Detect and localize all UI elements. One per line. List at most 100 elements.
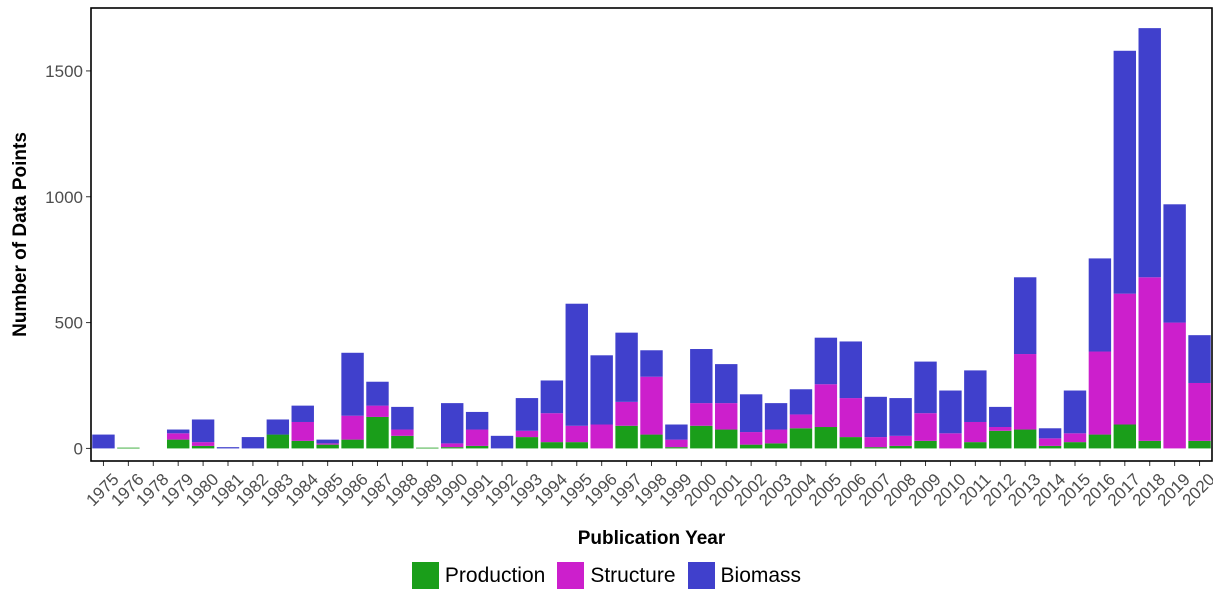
- bar-biomass-1994: [540, 380, 564, 414]
- bar-structure-1984: [291, 421, 314, 441]
- bar-production-1994: [540, 442, 564, 449]
- bar-structure-1986: [341, 415, 364, 440]
- x-axis: 1975197619781979198019811982198319841985…: [83, 461, 1213, 510]
- bar-structure-1991: [465, 429, 489, 446]
- bar-production-2016: [1088, 434, 1112, 449]
- bar-production-2014: [1038, 445, 1062, 449]
- bar-structure-1996: [590, 424, 613, 449]
- bar-biomass-2006: [839, 341, 862, 399]
- bar-structure-2019: [1163, 322, 1186, 449]
- bar-production-2006: [839, 437, 862, 449]
- bar-biomass-2019: [1163, 204, 1186, 323]
- bar-biomass-2013: [1013, 277, 1037, 355]
- bar-structure-2008: [889, 435, 912, 446]
- bar-biomass-2020: [1188, 335, 1211, 383]
- bar-biomass-1980: [191, 419, 215, 443]
- bar-structure-1979: [166, 433, 190, 440]
- bar-biomass-2004: [789, 389, 813, 415]
- bar-production-2012: [989, 430, 1012, 449]
- legend-label: Structure: [590, 563, 676, 587]
- bar-biomass-1990: [441, 403, 464, 444]
- bar-structure-2017: [1113, 293, 1137, 425]
- bar-production-1984: [291, 440, 314, 449]
- bar-biomass-1998: [640, 350, 663, 377]
- bar-biomass-1999: [665, 424, 688, 440]
- bar-structure-1994: [540, 413, 564, 443]
- bar-structure-2011: [964, 421, 987, 443]
- bar-structure-2004: [789, 414, 813, 429]
- bar-biomass-2002: [739, 394, 763, 433]
- bar-structure-2010: [939, 433, 962, 449]
- bar-structure-2016: [1088, 351, 1112, 435]
- bar-structure-1987: [366, 405, 389, 417]
- bar-production-2000: [690, 425, 713, 449]
- bar-biomass-1988: [391, 406, 414, 430]
- bar-structure-1997: [615, 401, 638, 426]
- x-axis-title: Publication Year: [578, 528, 726, 549]
- bar-production-1979: [166, 439, 190, 449]
- bar-biomass-2018: [1138, 28, 1161, 278]
- bar-production-1993: [515, 437, 539, 449]
- bar-production-2002: [739, 444, 763, 449]
- bar-structure-2009: [914, 413, 937, 441]
- bar-structure-1995: [565, 425, 588, 443]
- bar-biomass-1991: [465, 411, 489, 430]
- bar-biomass-1993: [515, 398, 539, 431]
- legend-item-biomass: Biomass: [687, 562, 801, 589]
- legend-swatch: [557, 562, 585, 589]
- bar-production-1983: [266, 434, 290, 449]
- bar-structure-2020: [1188, 382, 1211, 441]
- bar-structure-1985: [316, 443, 339, 445]
- bar-biomass-1986: [341, 352, 364, 416]
- bar-biomass-2007: [864, 396, 887, 438]
- legend-item-structure: Structure: [557, 562, 676, 589]
- bar-production-2020: [1188, 440, 1211, 449]
- bar-biomass-2003: [764, 403, 788, 430]
- bar-biomass-1983: [266, 419, 290, 435]
- bar-structure-1988: [391, 429, 414, 436]
- bar-structure-2014: [1038, 438, 1062, 446]
- bar-biomass-2015: [1063, 390, 1087, 434]
- bar-structure-2018: [1138, 277, 1161, 441]
- bar-biomass-1982: [241, 437, 265, 449]
- bar-structure-2003: [764, 429, 788, 444]
- bar-production-2001: [715, 429, 738, 449]
- bar-production-1989: [416, 447, 439, 449]
- bar-biomass-1997: [615, 332, 638, 402]
- bar-production-2011: [964, 442, 987, 449]
- bar-production-2017: [1113, 424, 1137, 449]
- bar-production-1986: [341, 439, 364, 449]
- bar-structure-2006: [839, 398, 862, 438]
- bar-production-2003: [764, 443, 788, 449]
- bar-structure-2005: [814, 384, 838, 428]
- bar-production-1980: [191, 445, 215, 449]
- bar-structure-2013: [1013, 354, 1037, 430]
- legend-item-production: Production: [411, 562, 545, 589]
- bar-biomass-1975: [92, 434, 115, 449]
- bar-production-2015: [1063, 442, 1087, 449]
- bar-structure-2001: [715, 403, 738, 430]
- bar-biomass-1979: [166, 429, 190, 434]
- bar-biomass-1996: [590, 355, 613, 425]
- y-tick-label: 1000: [45, 188, 83, 207]
- bar-biomass-1981: [216, 447, 240, 449]
- bar-biomass-2005: [814, 337, 838, 385]
- bar-structure-1993: [515, 430, 539, 438]
- y-axis: 0 500 1000 1500: [45, 62, 91, 458]
- bar-biomass-1985: [316, 439, 339, 444]
- bar-production-1976: [117, 447, 140, 449]
- bar-biomass-2000: [690, 349, 713, 404]
- bar-biomass-1984: [291, 405, 314, 422]
- bar-biomass-2011: [964, 370, 987, 422]
- chart: 0 500 1000 1500 197519761978197919801981198…: [10, 7, 1213, 549]
- bar-structure-2012: [989, 427, 1012, 431]
- y-axis-title: Number of Data Points: [10, 132, 31, 337]
- bar-structure-2007: [864, 437, 887, 448]
- bar-production-1988: [391, 435, 414, 449]
- bar-structure-1990: [441, 443, 464, 448]
- bar-structure-2015: [1063, 433, 1087, 443]
- bar-biomass-1987: [366, 381, 389, 406]
- bar-production-1990: [441, 447, 464, 449]
- y-tick-label: 0: [74, 439, 83, 458]
- bar-biomass-2014: [1038, 428, 1062, 439]
